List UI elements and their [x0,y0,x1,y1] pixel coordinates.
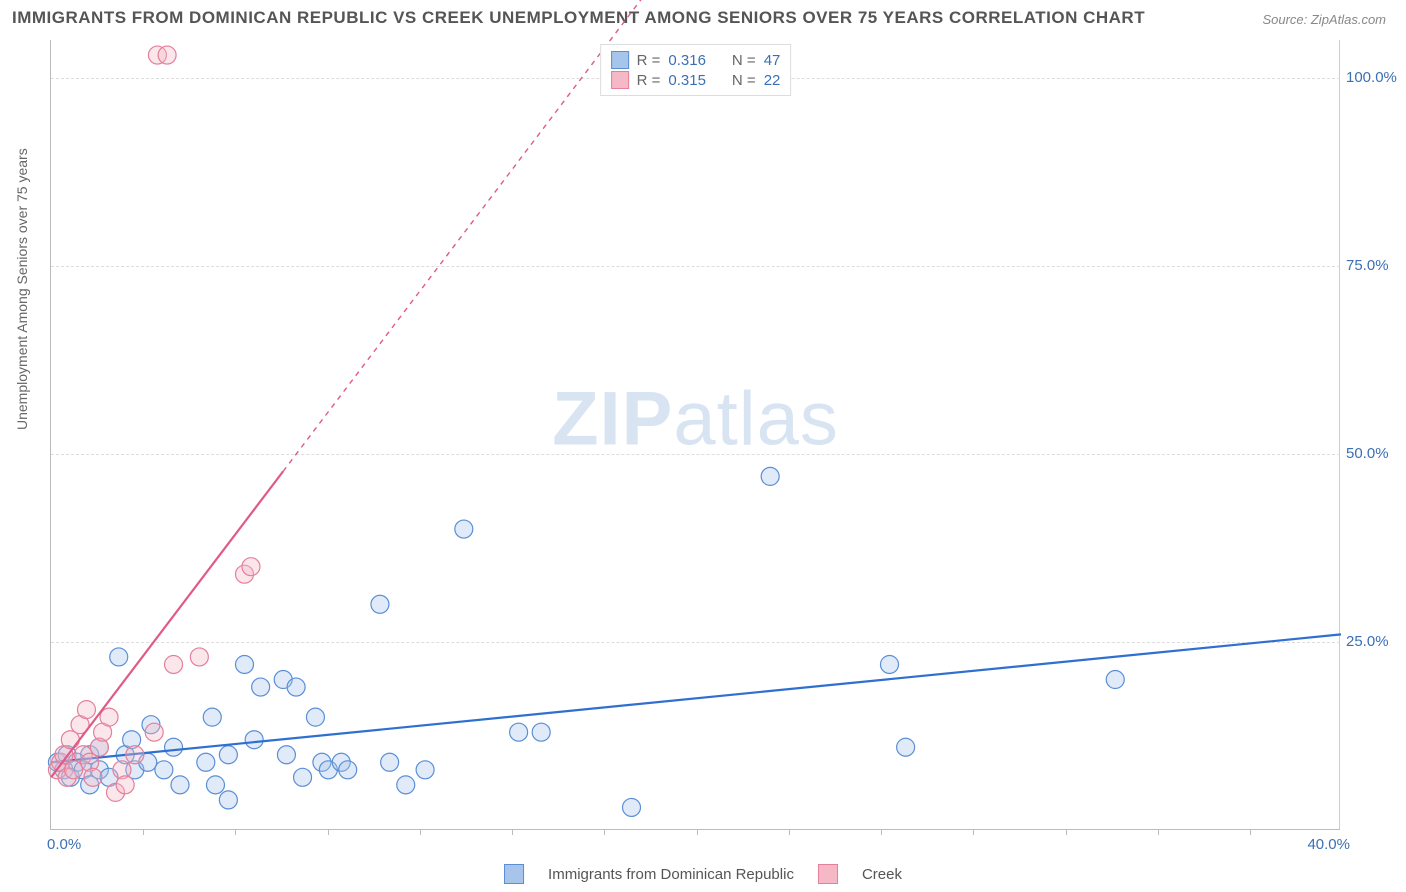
y-tick-label: 50.0% [1346,445,1406,462]
x-tick-mark [1158,829,1159,835]
chart-svg [51,40,1340,829]
data-point [455,520,473,538]
y-tick-label: 100.0% [1346,69,1406,86]
legend-n-label: N = [732,72,756,89]
data-point [197,753,215,771]
legend-n-label: N = [732,52,756,69]
x-tick-left: 0.0% [47,836,81,853]
data-point [294,768,312,786]
data-point [371,595,389,613]
trend-line-solid [51,471,283,777]
data-point [881,655,899,673]
chart-title: IMMIGRANTS FROM DOMINICAN REPUBLIC VS CR… [12,8,1145,28]
x-tick-mark [697,829,698,835]
x-tick-mark [420,829,421,835]
data-point [245,731,263,749]
data-point [110,648,128,666]
data-point [397,776,415,794]
legend-top-row: R = 0.316 N = 47 [611,51,781,69]
legend-r-value: 0.315 [668,72,706,89]
x-tick-mark [1250,829,1251,835]
x-tick-mark [973,829,974,835]
data-point [510,723,528,741]
data-point [381,753,399,771]
data-point [158,46,176,64]
data-point [897,738,915,756]
data-point [761,467,779,485]
legend-r-value: 0.316 [668,52,706,69]
data-point [623,798,641,816]
x-tick-right: 40.0% [1307,836,1350,853]
data-point [287,678,305,696]
data-point [165,655,183,673]
legend-top: R = 0.316 N = 47 R = 0.315 N = 22 [600,44,792,96]
data-point [277,746,295,764]
x-tick-mark [604,829,605,835]
data-point [236,655,254,673]
legend-n-value: 47 [764,52,781,69]
data-point [532,723,550,741]
data-point [126,746,144,764]
data-point [416,761,434,779]
legend-n-value: 22 [764,72,781,89]
legend-swatch [611,71,629,89]
x-tick-mark [881,829,882,835]
x-tick-mark [1066,829,1067,835]
y-axis-label: Unemployment Among Seniors over 75 years [14,148,30,430]
x-tick-mark [789,829,790,835]
data-point [242,558,260,576]
data-point [116,776,134,794]
data-point [306,708,324,726]
y-tick-label: 25.0% [1346,633,1406,650]
data-point [339,761,357,779]
x-tick-mark [328,829,329,835]
legend-bottom: Immigrants from Dominican Republic Creek [504,864,902,884]
data-point [219,746,237,764]
data-point [1106,671,1124,689]
data-point [252,678,270,696]
y-tick-label: 75.0% [1346,257,1406,274]
data-point [203,708,221,726]
legend-swatch [611,51,629,69]
legend-top-row: R = 0.315 N = 22 [611,71,781,89]
data-point [190,648,208,666]
source-label: Source: ZipAtlas.com [1262,12,1386,27]
legend-swatch [818,864,838,884]
data-point [165,738,183,756]
legend-r-label: R = [637,72,661,89]
x-tick-mark [512,829,513,835]
x-tick-mark [235,829,236,835]
data-point [84,768,102,786]
data-point [171,776,189,794]
legend-r-label: R = [637,52,661,69]
plot-area: ZIPatlas R =0.316N =47R =0.315N =22 0.0%… [50,40,1340,830]
legend-series-label: Immigrants from Dominican Republic [548,866,794,883]
data-point [155,761,173,779]
data-point [219,791,237,809]
data-point [145,723,163,741]
data-point [77,701,95,719]
legend-swatch [504,864,524,884]
x-tick-mark [143,829,144,835]
trend-line-solid [51,634,1341,762]
legend-series-label: Creek [862,866,902,883]
data-point [206,776,224,794]
